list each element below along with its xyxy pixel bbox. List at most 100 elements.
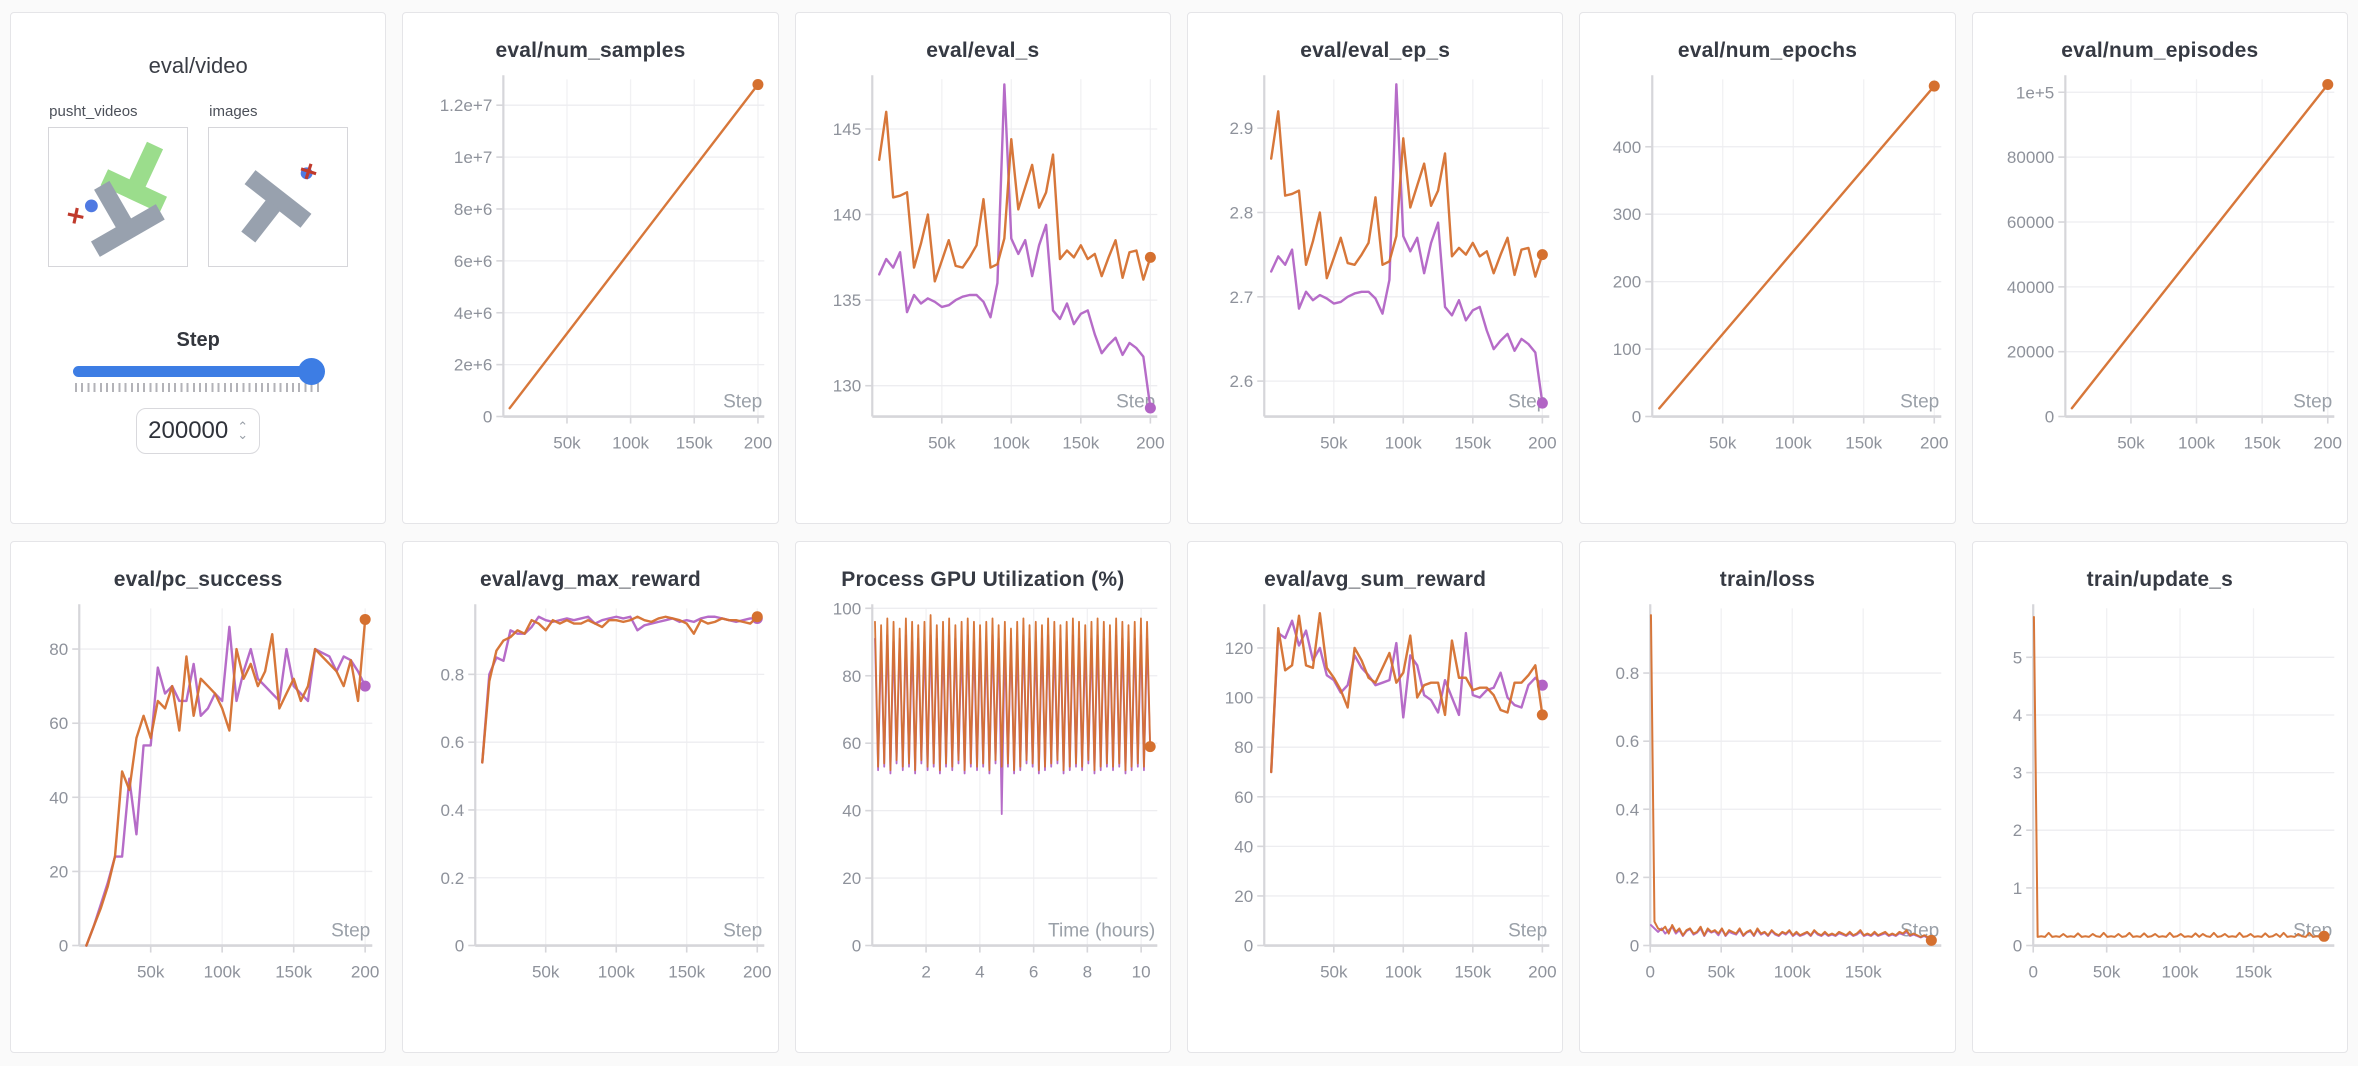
y-tick-label: 145	[832, 120, 860, 139]
media-caption: pusht_videos	[49, 103, 138, 120]
x-tick-label: 150k	[275, 963, 312, 982]
x-tick-label: 8	[1082, 963, 1091, 982]
x-tick-label: 100k	[1385, 963, 1422, 982]
chart-svg: 0 20 40 60 80 50k 100k 150k 200 Step	[49, 604, 379, 982]
chart-title: train/update_s	[2086, 568, 2233, 591]
step-up-icon[interactable]: ⌃	[237, 419, 249, 434]
agent-dot-icon	[85, 199, 98, 213]
x-tick-label: 150k	[1062, 434, 1099, 453]
step-down-icon[interactable]: ⌄	[237, 427, 249, 442]
series-line-purple	[1269, 619, 1544, 774]
series-end-dot-orange	[1926, 934, 1938, 946]
chart-svg: 0 100 200 300 400 50k 100k 150k 200 Step	[1613, 75, 1949, 453]
y-tick-label: 120	[1225, 639, 1253, 658]
step-value-input[interactable]: 200000 ⌃ ⌄	[136, 408, 261, 454]
pusht-video-thumbnail[interactable]	[48, 127, 189, 267]
y-tick-label: 0	[1630, 937, 1639, 956]
x-tick-label: 200	[743, 963, 771, 982]
x-tick-label: 50k	[2117, 434, 2145, 453]
pusht-scene-icon	[67, 141, 168, 257]
chart-canvas[interactable]: 130 135 140 145 50k 100k 150k 200 Step	[796, 67, 1170, 475]
y-tick-label: 300	[1613, 205, 1641, 224]
slider-tick-ruler	[75, 383, 320, 392]
chart-title: eval/num_samples	[495, 39, 686, 62]
y-tick-label: 0.8	[1616, 664, 1640, 683]
images-thumbnail[interactable]	[208, 127, 349, 267]
series-line-purple	[877, 83, 1152, 410]
chart-svg: 0 20000 40000 60000 80000 1e+5 50k 100k 150k 200 S…	[2007, 75, 2342, 453]
chart-canvas[interactable]: 0 100 200 300 400 50k 100k 150k 200 Step	[1580, 67, 1954, 475]
panel-eval-avg-max-reward: eval/avg_max_reward 0 0.2 0.4 0.6 0.8 50k 100k…	[402, 541, 779, 1053]
series-end-dot-orange	[359, 613, 371, 625]
y-tick-label: 135	[832, 291, 860, 310]
y-tick-label: 0	[851, 937, 860, 956]
chart-canvas[interactable]: 0 2e+6 4e+6 6e+6 8e+6 1e+7 1.2e+7 50k 100k 150k 20…	[403, 67, 777, 475]
x-axis-title: Step	[723, 391, 762, 412]
chart-canvas[interactable]: 0 20000 40000 60000 80000 1e+5 50k 100k 150k 200 S…	[1973, 67, 2347, 475]
series-line-orange	[1650, 614, 1933, 942]
y-tick-label: 80	[49, 640, 68, 659]
media-thumbnails: pusht_videos	[11, 103, 385, 267]
x-tick-label: 150k	[2235, 963, 2272, 982]
y-tick-label: 0.4	[1616, 800, 1640, 819]
panel-eval-pc-success: eval/pc_success 0 20 40 60 80 50k 100k 150k 200 S…	[10, 541, 387, 1053]
chart-canvas[interactable]: 0 1 2 3 4 5 0 50k 100k 150k Step	[1973, 596, 2347, 1004]
y-tick-label: 0.6	[441, 733, 465, 752]
series-end-dot-orange	[1536, 249, 1548, 261]
y-tick-label: 1e+7	[454, 148, 492, 167]
y-tick-label: 0.2	[441, 869, 465, 888]
y-tick-label: 20	[842, 869, 861, 888]
chart-svg: 0 20 40 60 80 100 2 4 6 8 10 Time (hours)	[832, 599, 1157, 982]
chart-canvas[interactable]: 0 20 40 60 80 50k 100k 150k 200 Step	[11, 596, 385, 1004]
chart-canvas[interactable]: 0 20 40 60 80 100 120 50k 100k 150k 200 Step	[1188, 596, 1562, 1004]
chart-canvas[interactable]: 2.6 2.7 2.8 2.9 50k 100k 150k 200 Step	[1188, 67, 1562, 475]
x-tick-label: 150k	[676, 434, 713, 453]
chart-canvas[interactable]: 0 0.2 0.4 0.6 0.8 0 50k 100k 150k Step	[1580, 596, 1954, 1004]
y-tick-label: 0.2	[1616, 868, 1640, 887]
series-line-orange	[1269, 110, 1544, 280]
x-tick-label: 200	[1528, 963, 1556, 982]
x-tick-label: 200	[1920, 434, 1948, 453]
y-tick-label: 4e+6	[454, 304, 492, 323]
media-caption: images	[209, 103, 258, 120]
x-axis-title: Time (hours)	[1048, 920, 1155, 941]
y-tick-label: 1.2e+7	[440, 96, 493, 115]
series-end-dot-orange	[1144, 251, 1156, 263]
slider-track[interactable]	[73, 366, 308, 377]
x-tick-label: 150k	[1846, 434, 1883, 453]
step-slider-label: Step	[176, 329, 220, 351]
series-end-dot-orange	[752, 611, 764, 623]
y-tick-label: 2.8	[1230, 204, 1254, 223]
step-value: 200000	[148, 417, 229, 444]
chart-title: eval/avg_max_reward	[480, 568, 701, 591]
y-tick-label: 8e+6	[454, 200, 492, 219]
slider-thumb[interactable]	[298, 358, 326, 385]
x-tick-label: 100k	[1775, 434, 1812, 453]
x-tick-label: 100k	[612, 434, 649, 453]
x-tick-label: 100k	[204, 963, 241, 982]
y-tick-label: 2	[2012, 821, 2021, 840]
step-slider[interactable]	[73, 358, 326, 392]
chart-title: eval/avg_sum_reward	[1264, 568, 1487, 591]
x-tick-label: 150k	[2243, 434, 2280, 453]
x-tick-label: 200	[351, 963, 379, 982]
y-tick-label: 20	[49, 862, 68, 881]
panel-eval-avg-sum-reward: eval/avg_sum_reward 0 20 40 60 80 100 120 50k 10…	[1187, 541, 1564, 1053]
stepper-arrows[interactable]: ⌃ ⌄	[237, 419, 249, 442]
x-tick-label: 50k	[1708, 963, 1736, 982]
x-tick-label: 100k	[2161, 963, 2198, 982]
chart-canvas[interactable]: 0 20 40 60 80 100 2 4 6 8 10 Time (hours)	[796, 596, 1170, 1004]
chart-title: eval/pc_success	[113, 568, 283, 591]
chart-title: eval/eval_ep_s	[1300, 39, 1451, 62]
chart-canvas[interactable]: 0 0.2 0.4 0.6 0.8 50k 100k 150k 200 Step	[403, 596, 777, 1004]
x-tick-label: 100k	[2178, 434, 2215, 453]
y-tick-label: 6e+6	[454, 252, 492, 271]
media-panel-title: eval/video	[148, 53, 248, 78]
y-tick-label: 80	[1234, 738, 1253, 757]
series-line-purple	[1269, 83, 1544, 405]
y-tick-label: 0	[59, 937, 68, 956]
